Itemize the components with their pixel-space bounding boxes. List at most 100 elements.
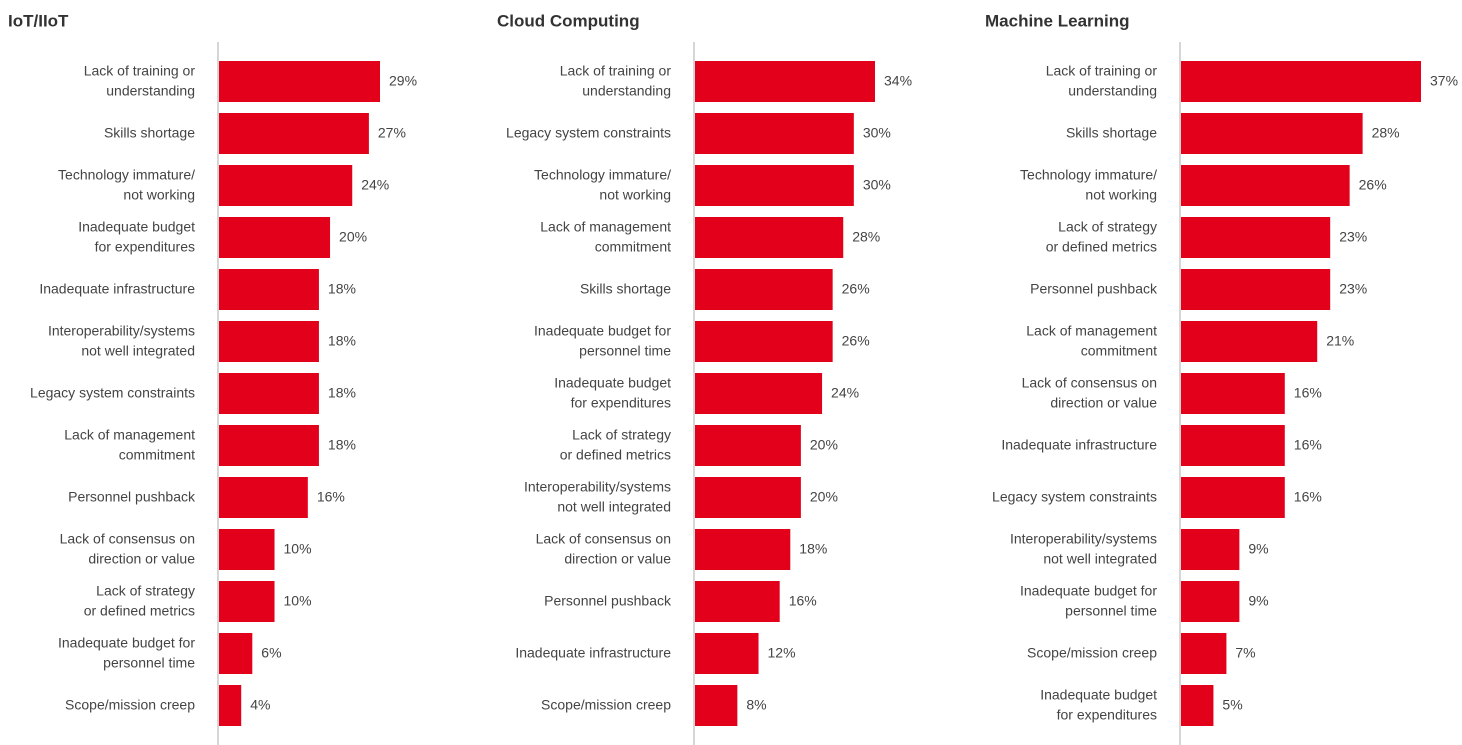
value-label: 10% (284, 541, 312, 557)
bar (1181, 477, 1285, 518)
category-label: Interoperability/systems (48, 323, 195, 339)
bar (219, 425, 319, 466)
category-label: Inadequate budget for (534, 323, 671, 339)
category-label: not working (1085, 187, 1157, 203)
bar (1181, 373, 1285, 414)
bar (1181, 113, 1363, 154)
category-label: understanding (106, 83, 195, 99)
value-label: 16% (317, 489, 345, 505)
category-label: Technology immature/ (58, 167, 195, 183)
value-label: 7% (1235, 645, 1255, 661)
category-label: direction or value (88, 551, 195, 567)
category-label: Lack of consensus on (60, 531, 195, 547)
category-label: Interoperability/systems (1010, 531, 1157, 547)
category-label: Inadequate budget for (1020, 583, 1157, 599)
category-label: Lack of strategy (96, 583, 195, 599)
category-label: Personnel pushback (68, 489, 196, 505)
category-label: understanding (1068, 83, 1157, 99)
category-label: Lack of management (540, 219, 671, 235)
category-label: Personnel pushback (544, 593, 672, 609)
category-label: Inadequate infrastructure (1001, 437, 1157, 453)
chart-title: IoT/IIoT (8, 11, 69, 30)
value-label: 18% (328, 333, 356, 349)
value-label: 34% (884, 73, 912, 89)
bar (695, 633, 759, 674)
category-label: Inadequate budget (1040, 687, 1157, 703)
bar (695, 217, 844, 258)
value-label: 18% (328, 281, 356, 297)
value-label: 20% (810, 437, 838, 453)
category-label: or defined metrics (84, 603, 195, 619)
bar (219, 529, 275, 570)
value-label: 24% (361, 177, 389, 193)
bar (695, 61, 875, 102)
bar (695, 477, 801, 518)
category-label: commitment (595, 239, 671, 255)
bar (1181, 581, 1240, 622)
value-label: 28% (1372, 125, 1400, 141)
category-label: Inadequate infrastructure (39, 281, 195, 297)
category-label: Inadequate budget for (58, 635, 195, 651)
category-label: personnel time (1065, 603, 1157, 619)
category-label: Lack of strategy (572, 427, 671, 443)
category-label: Lack of management (64, 427, 195, 443)
category-label: Lack of consensus on (536, 531, 671, 547)
bar (695, 581, 780, 622)
category-label: Skills shortage (104, 125, 195, 141)
category-label: for expenditures (95, 239, 195, 255)
bar (695, 373, 823, 414)
bar (1181, 425, 1285, 466)
category-label: Scope/mission creep (541, 697, 671, 713)
bar (219, 685, 242, 726)
bar (1181, 685, 1214, 726)
category-label: Lack of training or (84, 63, 196, 79)
category-label: Lack of training or (560, 63, 672, 79)
value-label: 16% (789, 593, 817, 609)
value-label: 9% (1248, 593, 1268, 609)
category-label: Technology immature/ (1020, 167, 1157, 183)
category-label: Legacy system constraints (992, 489, 1157, 505)
chart-title: Cloud Computing (497, 11, 640, 30)
category-label: Legacy system constraints (30, 385, 195, 401)
value-label: 18% (799, 541, 827, 557)
category-label: Inadequate infrastructure (515, 645, 671, 661)
value-label: 26% (842, 333, 870, 349)
value-label: 23% (1339, 229, 1367, 245)
bar (695, 269, 833, 310)
value-label: 16% (1294, 437, 1322, 453)
value-label: 8% (746, 697, 766, 713)
bar (219, 477, 308, 518)
category-label: understanding (582, 83, 671, 99)
value-label: 30% (863, 177, 891, 193)
value-label: 4% (250, 697, 270, 713)
category-label: Scope/mission creep (65, 697, 195, 713)
category-label: for expenditures (1057, 707, 1157, 723)
category-label: not well integrated (1043, 551, 1157, 567)
category-label: Scope/mission creep (1027, 645, 1157, 661)
value-label: 16% (1294, 489, 1322, 505)
category-label: Lack of strategy (1058, 219, 1157, 235)
value-label: 27% (378, 125, 406, 141)
category-label: personnel time (579, 343, 671, 359)
bar (695, 321, 833, 362)
value-label: 24% (831, 385, 859, 401)
value-label: 28% (852, 229, 880, 245)
bar (1181, 633, 1227, 674)
value-label: 21% (1326, 333, 1354, 349)
value-label: 20% (339, 229, 367, 245)
bar (1181, 165, 1350, 206)
bar (1181, 61, 1421, 102)
bar (219, 61, 380, 102)
category-label: not working (599, 187, 671, 203)
bar (219, 321, 319, 362)
value-label: 26% (1359, 177, 1387, 193)
bar (695, 113, 854, 154)
bar (219, 373, 319, 414)
category-label: not well integrated (557, 499, 671, 515)
category-label: for expenditures (571, 395, 671, 411)
value-label: 18% (328, 385, 356, 401)
value-label: 9% (1248, 541, 1268, 557)
bar (1181, 529, 1240, 570)
value-label: 12% (768, 645, 796, 661)
